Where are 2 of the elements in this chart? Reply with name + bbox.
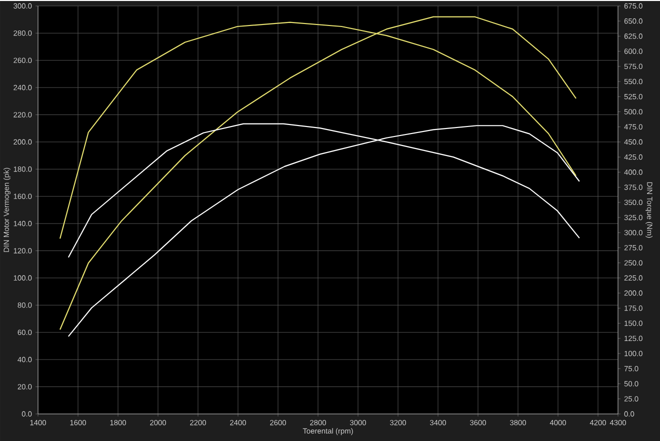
line-series [68,125,580,337]
line-series [59,16,577,330]
